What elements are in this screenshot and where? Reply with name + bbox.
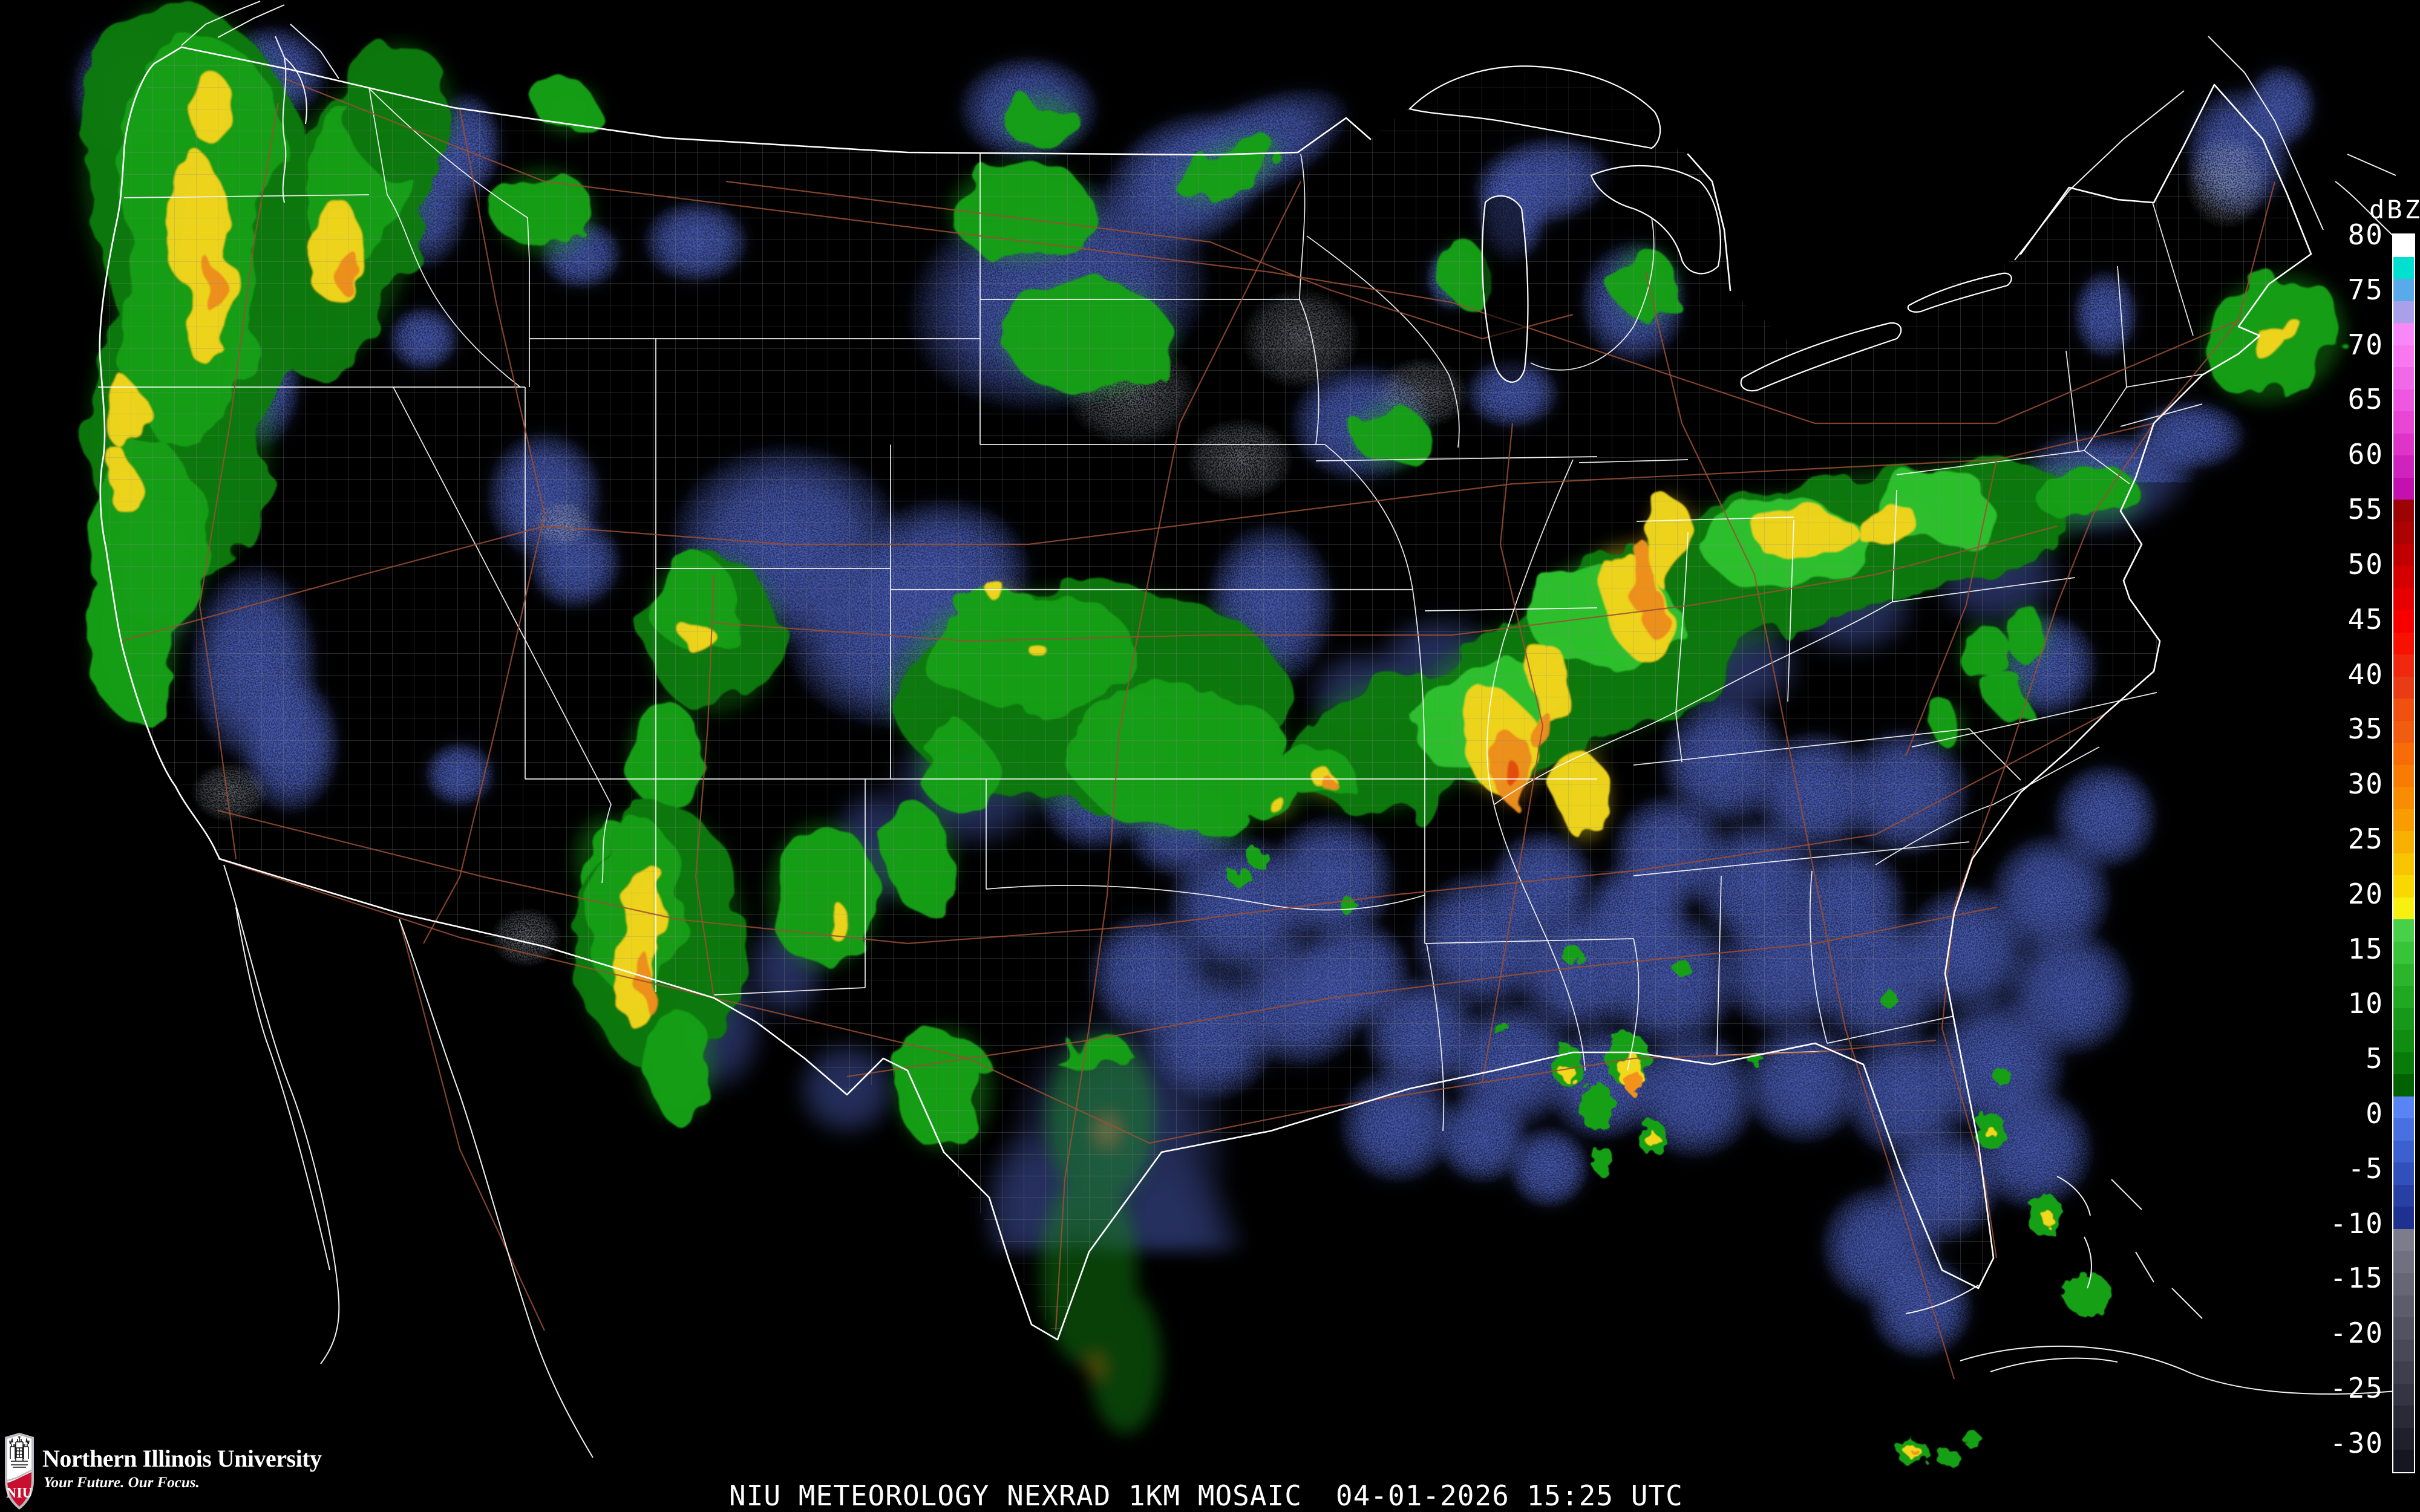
colorbar-ticks: 80 75 70 65 60 55 50 45 40 35 30 25 20 1… bbox=[2293, 220, 2384, 1458]
colorbar-tick: -10 bbox=[2293, 1208, 2384, 1239]
colorbar-tick: 15 bbox=[2293, 934, 2384, 964]
colorbar-tick: -25 bbox=[2293, 1373, 2384, 1403]
colorbar-tick: 60 bbox=[2293, 439, 2384, 469]
logo-org-name: Northern Illinois University bbox=[42, 1444, 322, 1473]
colorbar-scale bbox=[2392, 233, 2415, 1473]
product-timestamp: 04-01-2026 15:25 UTC bbox=[1336, 1479, 1683, 1512]
product-name: NIU METEOROLOGY NEXRAD 1KM MOSAIC bbox=[729, 1479, 1302, 1512]
logo-tagline: Your Future. Our Focus. bbox=[44, 1475, 200, 1491]
colorbar-tick: -20 bbox=[2293, 1318, 2384, 1348]
colorbar-tick: 10 bbox=[2293, 988, 2384, 1018]
colorbar-tick: 20 bbox=[2293, 879, 2384, 909]
colorbar-tick: 50 bbox=[2293, 549, 2384, 579]
colorbar-tick: 80 bbox=[2293, 220, 2384, 250]
colorbar-tick: 35 bbox=[2293, 714, 2384, 744]
niu-logo: NIU Northern Illinois University Your Fu… bbox=[2, 1431, 486, 1512]
niu-monogram: NIU bbox=[6, 1485, 33, 1501]
product-caption: NIU METEOROLOGY NEXRAD 1KM MOSAIC 04-01-2… bbox=[729, 1479, 1683, 1512]
radar-mosaic-map bbox=[0, 0, 2420, 1512]
colorbar-tick: -15 bbox=[2293, 1263, 2384, 1293]
colorbar-tick: 70 bbox=[2293, 330, 2384, 360]
colorbar-tick: -5 bbox=[2293, 1153, 2384, 1184]
colorbar-tick: 25 bbox=[2293, 824, 2384, 854]
colorbar-tick: 45 bbox=[2293, 604, 2384, 634]
colorbar-tick: 5 bbox=[2293, 1043, 2384, 1074]
colorbar-tick: 30 bbox=[2293, 769, 2384, 799]
colorbar-tick: 65 bbox=[2293, 384, 2384, 414]
niu-shield-icon: NIU bbox=[2, 1432, 36, 1511]
colorbar-tick: -30 bbox=[2293, 1428, 2384, 1458]
radar-mosaic-screen: dBZ 80 75 70 65 60 55 50 45 40 35 30 25 … bbox=[0, 0, 2420, 1512]
colorbar-tick: 0 bbox=[2293, 1098, 2384, 1129]
colorbar-tick: 55 bbox=[2293, 494, 2384, 524]
colorbar-tick: 75 bbox=[2293, 275, 2384, 305]
colorbar-tick: 40 bbox=[2293, 659, 2384, 689]
